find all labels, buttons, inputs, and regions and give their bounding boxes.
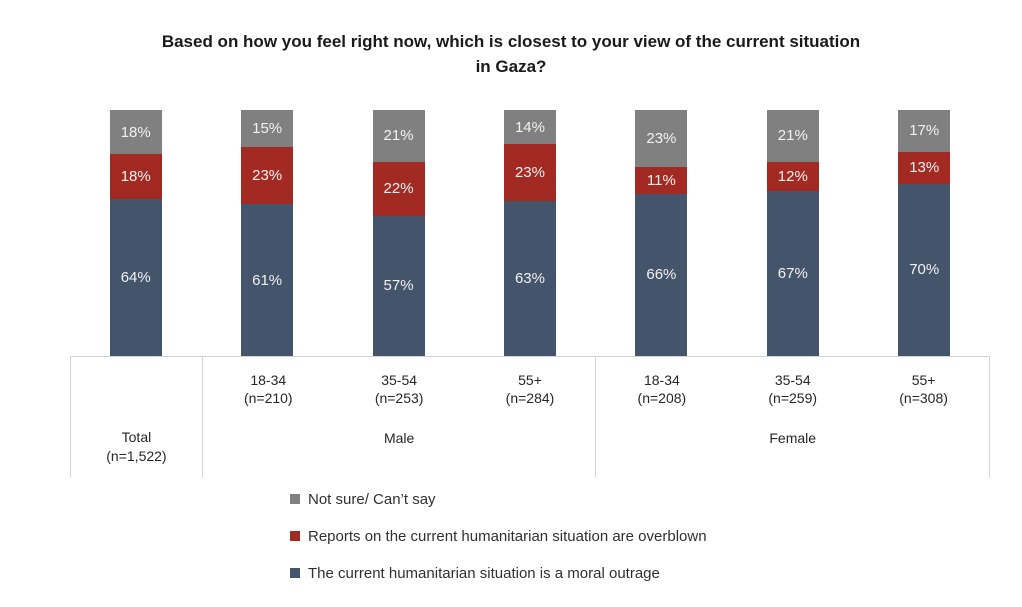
- bar-value-label: 63%: [514, 270, 545, 287]
- bar-value-label: 12%: [777, 167, 808, 185]
- axis-age-n: (n=284): [505, 390, 555, 407]
- axis-age-n: (n=253): [374, 390, 424, 407]
- bar-segment: 23%: [241, 147, 294, 205]
- bar-value-label: 14%: [514, 118, 545, 136]
- axis-age-cell: 18-34 (n=210): [203, 371, 334, 408]
- bar-segment: 57%: [372, 215, 425, 356]
- axis-age-cell: 55+ (n=284): [465, 371, 596, 408]
- bar-value-label: 57%: [383, 277, 414, 295]
- bar-slot: 15% 23% 61%: [201, 110, 332, 356]
- bar-segment: 23%: [635, 110, 688, 167]
- legend-item: Not sure/ Can’t say: [290, 490, 707, 508]
- legend-item: The current humanitarian situation is a …: [290, 564, 707, 582]
- stacked-bar: 23% 11% 66%: [635, 110, 688, 356]
- bar-value-label: 18%: [120, 123, 151, 141]
- bar-segment: 67%: [766, 191, 819, 356]
- bar-segment: 64%: [109, 198, 162, 356]
- axis-group-label: Female: [769, 429, 817, 446]
- bar-value-label: 22%: [383, 180, 414, 198]
- axis-cell-total: Total (n=1,522): [70, 357, 203, 477]
- bar-segment: 22%: [372, 161, 425, 216]
- axis-age-label: 55+: [911, 372, 936, 388]
- bar-segment: 18%: [109, 154, 162, 199]
- bar-segment: 21%: [766, 110, 819, 162]
- bar-value-label: 13%: [909, 159, 940, 177]
- axis-total-label: Total: [121, 429, 152, 446]
- bar-segment: 61%: [241, 204, 294, 356]
- axis-age-label: 18-34: [643, 372, 680, 388]
- bar-value-label: 21%: [383, 127, 414, 145]
- bar-value-label: 23%: [252, 167, 283, 185]
- axis-age-cell: 18-34 (n=208): [596, 371, 727, 408]
- axis-group-male: 18-34 (n=210) 35-54 (n=253) 55+ (n=284) Male: [203, 357, 597, 477]
- bar-value-label: 67%: [777, 265, 808, 283]
- axis-age-label: 18-34: [250, 372, 287, 388]
- bar-segment: 13%: [898, 151, 951, 184]
- bar-slot: 14% 23% 63%: [464, 110, 595, 356]
- bar-value-label: 21%: [777, 127, 808, 145]
- bar-segment: 21%: [372, 110, 425, 162]
- bar-value-label: 64%: [120, 268, 151, 286]
- axis-age-label: 35-54: [774, 372, 811, 388]
- legend-swatch: [290, 568, 300, 578]
- bar-value-label: 70%: [909, 261, 940, 279]
- bar-segment: 23%: [503, 144, 556, 202]
- axis-age-label: 35-54: [381, 372, 418, 388]
- stacked-bar: 15% 23% 61%: [241, 110, 294, 356]
- legend-swatch: [290, 494, 300, 504]
- bar-segment: 17%: [898, 110, 951, 152]
- axis-age-cell: 35-54 (n=259): [727, 371, 858, 408]
- bar-value-label: 15%: [252, 120, 283, 138]
- legend-item: Reports on the current humanitarian situ…: [290, 527, 707, 545]
- axis-age-row: 18-34 (n=210) 35-54 (n=253) 55+ (n=284): [203, 371, 596, 408]
- bar-slot: 21% 22% 57%: [333, 110, 464, 356]
- bar-slot: 21% 12% 67%: [727, 110, 858, 356]
- stacked-bar: 21% 12% 67%: [766, 110, 819, 356]
- stacked-bar: 18% 18% 64%: [109, 110, 162, 356]
- stacked-bar: 21% 22% 57%: [372, 110, 425, 356]
- bar-value-label: 23%: [514, 164, 545, 182]
- axis-age-label: 55+: [518, 372, 542, 388]
- bar-segment: 15%: [241, 110, 294, 148]
- bar-segment: 14%: [503, 110, 556, 145]
- bar-segment: 11%: [635, 166, 688, 194]
- axis-total-n: (n=1,522): [106, 447, 167, 464]
- stacked-bar: 17% 13% 70%: [898, 110, 951, 356]
- bar-slot: 23% 11% 66%: [596, 110, 727, 356]
- bar-segment: 63%: [503, 201, 556, 356]
- legend-label: Reports on the current humanitarian situ…: [308, 527, 707, 545]
- bar-segment: 18%: [109, 110, 162, 155]
- bar-value-label: 18%: [120, 167, 151, 185]
- bar-segment: 12%: [766, 161, 819, 192]
- chart-title: Based on how you feel right now, which i…: [161, 32, 861, 76]
- bar-segment: 70%: [898, 183, 951, 356]
- axis-age-cell: 55+ (n=308): [858, 371, 989, 408]
- axis-age-n: (n=210): [243, 390, 293, 407]
- bar-slot: 17% 13% 70%: [859, 110, 990, 356]
- category-axis: Total (n=1,522) 18-34 (n=210) 35-54 (n=253)…: [70, 356, 991, 477]
- axis-group-label: Male: [383, 429, 415, 446]
- legend: Not sure/ Can’t say Reports on the curren…: [290, 490, 707, 601]
- bar-value-label: 66%: [646, 266, 677, 284]
- bar-value-label: 61%: [252, 271, 283, 289]
- axis-age-n: (n=259): [768, 390, 818, 407]
- legend-label: The current humanitarian situation is a …: [308, 564, 660, 582]
- bar-value-label: 11%: [646, 171, 676, 189]
- axis-age-cell: 35-54 (n=253): [334, 371, 465, 408]
- axis-age-n: (n=308): [899, 390, 948, 407]
- axis-age-row: 18-34 (n=208) 35-54 (n=259) 55+ (n=308): [596, 371, 989, 408]
- bar-value-label: 17%: [909, 122, 940, 140]
- legend-swatch: [290, 531, 300, 541]
- bars-area: 18% 18% 64% 15% 23% 61% 21% 22% 57% 14% 23% 63% 23% 1…: [70, 110, 990, 356]
- axis-group-female: 18-34 (n=208) 35-54 (n=259) 55+ (n=308) Female: [596, 357, 991, 477]
- axis-age-n: (n=208): [637, 390, 687, 407]
- bar-value-label: 23%: [646, 129, 677, 147]
- bar-segment: 66%: [635, 193, 688, 356]
- stacked-bar: 14% 23% 63%: [503, 110, 556, 356]
- bar-slot: 18% 18% 64%: [70, 110, 201, 356]
- legend-label: Not sure/ Can’t say: [308, 490, 436, 508]
